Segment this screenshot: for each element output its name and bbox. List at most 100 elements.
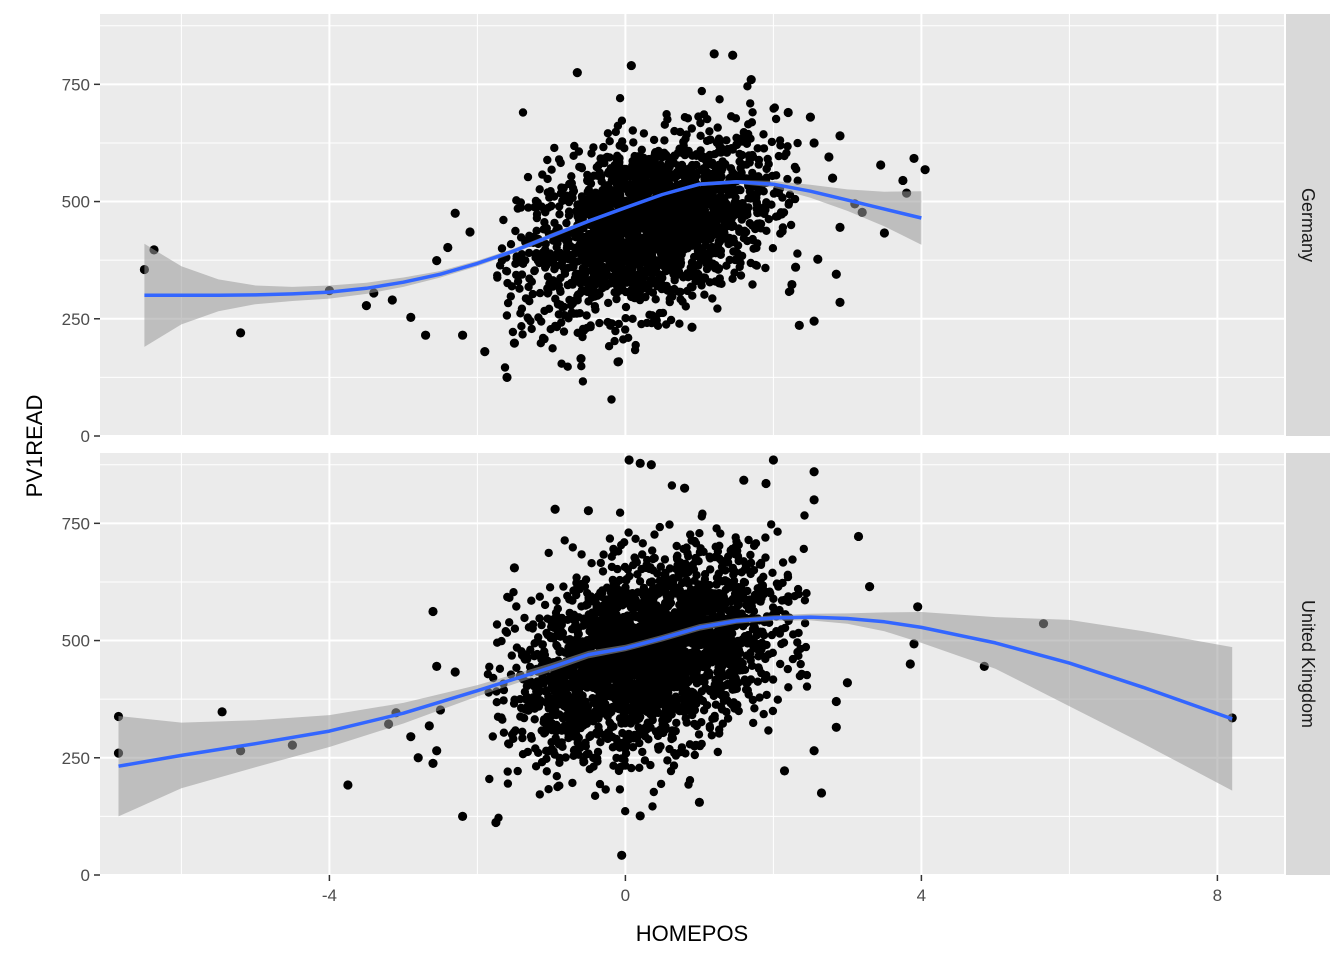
scatter-point: [432, 746, 442, 756]
scatter-point: [550, 504, 560, 514]
y-tick-label: 500: [62, 632, 90, 651]
scatter-point: [909, 639, 919, 649]
scatter-point: [909, 153, 919, 164]
scatter-point: [842, 678, 853, 688]
point-cloud: [483, 481, 812, 822]
scatter-point: [406, 732, 416, 742]
scatter-point: [480, 347, 490, 357]
scatter-point: [831, 269, 841, 279]
scatter-point: [761, 478, 771, 489]
scatter-point: [876, 160, 886, 170]
scatter-point: [624, 455, 634, 465]
scatter-point: [491, 817, 501, 828]
scatter-point: [450, 667, 460, 677]
scatter-point: [831, 722, 841, 732]
scatter-point: [791, 262, 801, 272]
y-axis-title: PV1READ: [22, 395, 47, 498]
scatter-point: [502, 372, 512, 382]
scatter-point: [835, 297, 845, 307]
scatter-point: [865, 582, 875, 592]
scatter-point: [458, 330, 468, 340]
facet-strip-label: Germany: [1298, 188, 1318, 262]
facet-strip: [1286, 14, 1330, 436]
smooth-line: [118, 615, 1233, 768]
scatter-point: [809, 495, 819, 505]
data-layer: [113, 455, 1237, 860]
scatter-point: [387, 295, 397, 305]
scatter-point: [465, 227, 475, 237]
scatter-point: [626, 60, 636, 71]
scatter-point: [779, 766, 790, 776]
scatter-point: [787, 279, 797, 290]
scatter-point: [458, 811, 468, 821]
confidence-ribbon: [118, 612, 1233, 817]
confidence-ribbon: [144, 180, 922, 347]
scatter-point: [443, 242, 453, 253]
scatter-point: [739, 475, 749, 485]
scatter-point: [783, 107, 793, 118]
scatter-point: [835, 131, 845, 141]
scatter-point: [794, 320, 804, 330]
y-tick-label: 0: [81, 427, 90, 446]
scatter-point: [709, 49, 719, 59]
x-axis-title: HOMEPOS: [636, 921, 748, 946]
scatter-point: [617, 850, 627, 860]
scatter-point: [746, 75, 756, 85]
scatter-point: [853, 531, 864, 542]
scatter-point: [831, 696, 841, 707]
scatter-point: [687, 322, 697, 332]
scatter-point: [809, 467, 819, 477]
scatter-point: [509, 338, 519, 348]
x-tick-label: 4: [917, 886, 926, 905]
scatter-point: [583, 506, 594, 516]
scatter-point: [646, 460, 656, 470]
scatter-point: [879, 228, 890, 238]
scatter-point: [236, 328, 246, 338]
x-tick-label: 0: [621, 886, 630, 905]
scatter-point: [217, 707, 227, 717]
scatter-point: [361, 301, 371, 311]
y-tick-label: 750: [62, 514, 90, 533]
scatter-point: [809, 138, 819, 148]
scatter-point: [413, 753, 423, 763]
panels-layer: 0 250 500 750 Germany 0 250 500 750 United Kingdo…: [62, 14, 1330, 905]
x-tick-label: -4: [322, 886, 337, 905]
scatter-point: [805, 112, 816, 122]
scatter-point: [613, 357, 623, 367]
scatter-point: [509, 563, 519, 573]
point-cloud: [493, 82, 802, 404]
scatter-point: [343, 780, 353, 790]
y-tick-label: 0: [81, 866, 90, 885]
scatter-point: [406, 312, 416, 322]
smooth-line: [144, 180, 922, 298]
scatter-point: [816, 788, 827, 798]
scatter-point: [813, 254, 823, 264]
scatter-point: [421, 330, 431, 340]
scatter-point: [905, 659, 915, 669]
facet-panel-1: 0 250 500 750 Germany: [62, 14, 1330, 446]
scatter-point: [913, 602, 923, 612]
facet-strip: [1286, 453, 1330, 875]
scatter-point: [809, 316, 819, 326]
scatter-point: [828, 173, 838, 183]
scatter-point: [635, 458, 645, 468]
facet-panel-2: 0 250 500 750 United Kingdom: [62, 453, 1330, 885]
scatter-point: [572, 68, 582, 78]
scatter-point: [824, 152, 834, 162]
scatter-point: [432, 661, 442, 671]
scatter-point: [424, 721, 434, 731]
facet-strip-label: United Kingdom: [1298, 600, 1318, 728]
scatter-point: [432, 256, 442, 266]
scatter-point: [576, 354, 586, 364]
y-tick-label: 750: [62, 75, 90, 94]
scatter-point: [920, 165, 930, 175]
scatter-point: [694, 797, 705, 807]
scatter-point: [728, 50, 738, 60]
scatter-point: [898, 175, 908, 186]
y-tick-label: 250: [62, 749, 90, 768]
scatter-point: [768, 455, 779, 465]
scatter-point: [809, 746, 819, 756]
y-tick-label: 500: [62, 193, 90, 212]
scatter-point: [428, 758, 438, 769]
